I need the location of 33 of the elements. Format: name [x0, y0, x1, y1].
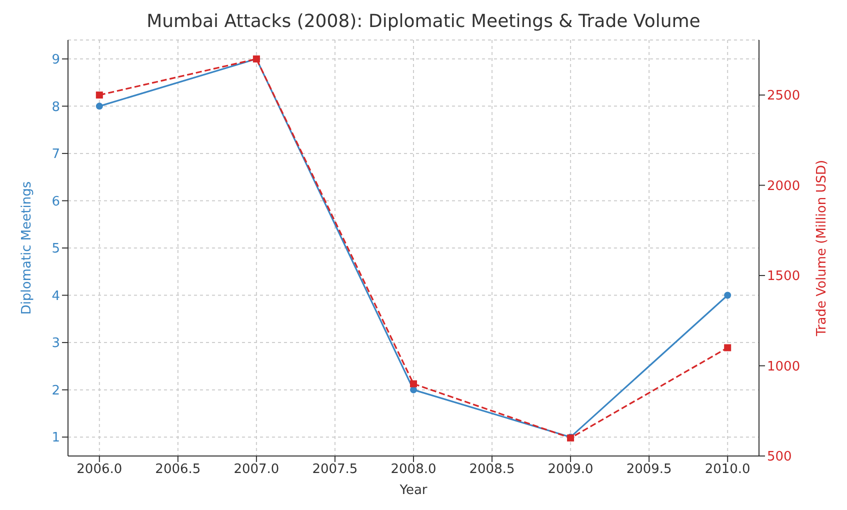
- chart-title: Mumbai Attacks (2008): Diplomatic Meetings & Trade Volume: [146, 10, 702, 34]
- y-tick-label: 6: [52, 194, 60, 210]
- y-axis-title: Diplomatic Meetings: [20, 181, 35, 315]
- y-tick-label: 9: [52, 52, 60, 68]
- y2-axis-title: Trade Volume (Million USD): [814, 160, 830, 338]
- point: [724, 344, 732, 352]
- point: [96, 102, 103, 110]
- x-tick-label: 2007.5: [312, 462, 358, 478]
- y-tick-label: 5: [52, 242, 60, 257]
- point: [410, 380, 417, 388]
- y2-tick-label: 500: [767, 450, 792, 465]
- x-tick-label: 2007.0: [234, 462, 280, 478]
- x-tick-label: 2008.5: [469, 462, 515, 478]
- point: [96, 92, 103, 99]
- x-tick-label: 2006.5: [155, 462, 201, 478]
- y-tick-label: 3: [52, 336, 60, 352]
- point: [410, 386, 417, 394]
- x-tick-label: 2008.0: [390, 462, 436, 478]
- y2-tick-label: 1500: [767, 269, 800, 284]
- x-axis-title: Year: [398, 483, 428, 498]
- y-tick-label: 2: [52, 383, 60, 398]
- x-tick-label: 2010.0: [704, 462, 750, 478]
- y-tick-label: 8: [52, 100, 60, 115]
- y-tick-label: 4: [52, 288, 60, 304]
- point: [724, 292, 732, 299]
- x-tick-label: 2006.0: [76, 462, 122, 478]
- y-tick-label: 7: [52, 147, 60, 162]
- x-tick-label: 2009.0: [548, 462, 594, 478]
- y2-tick-label: 1000: [767, 359, 800, 374]
- y2-tick-label: 2500: [767, 88, 800, 104]
- x-tick-label: 2009.5: [626, 462, 672, 478]
- y-tick-label: 1: [52, 430, 60, 446]
- y2-tick-label: 2000: [767, 178, 800, 194]
